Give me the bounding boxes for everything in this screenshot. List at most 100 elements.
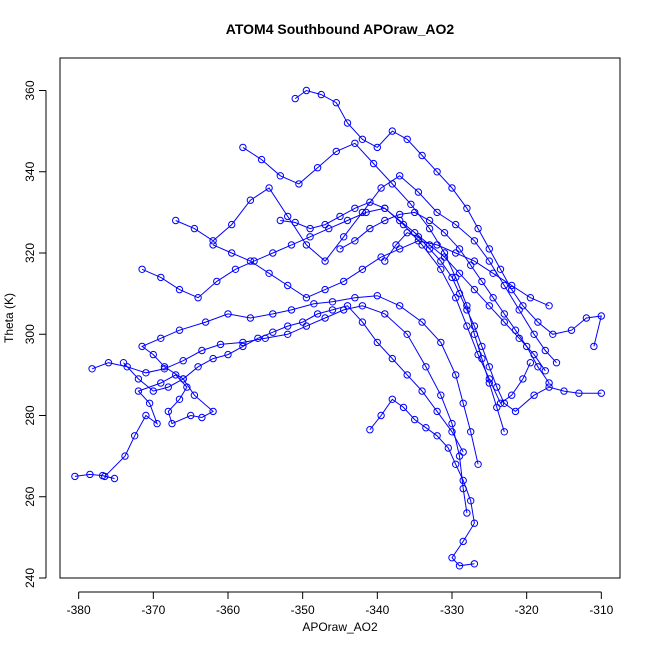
data-point xyxy=(478,342,486,351)
x-tick-label: -360 xyxy=(216,603,240,617)
data-point xyxy=(496,265,505,273)
data-point xyxy=(123,363,131,371)
data-point xyxy=(467,428,475,436)
data-point xyxy=(567,326,576,334)
series-10 xyxy=(209,237,553,310)
data-point xyxy=(306,233,314,241)
data-point xyxy=(358,318,367,326)
data-point xyxy=(377,184,385,192)
data-point xyxy=(343,216,352,225)
data-point xyxy=(336,212,344,221)
data-point xyxy=(403,229,411,237)
data-point xyxy=(351,204,359,213)
data-point xyxy=(440,253,449,261)
data-point xyxy=(459,537,467,546)
data-point xyxy=(470,257,479,265)
data-point xyxy=(328,298,337,306)
data-point xyxy=(455,269,464,277)
data-point xyxy=(358,208,367,217)
data-point xyxy=(101,472,109,481)
data-point xyxy=(321,314,329,322)
data-point xyxy=(246,196,255,204)
series-4 xyxy=(172,172,561,367)
x-tick-label: -330 xyxy=(440,603,464,617)
data-point xyxy=(149,350,158,359)
data-point xyxy=(396,302,404,310)
data-point xyxy=(425,245,434,253)
data-point xyxy=(317,90,325,99)
data-point xyxy=(88,365,96,373)
data-point xyxy=(369,159,378,168)
data-point xyxy=(545,383,553,391)
data-point xyxy=(187,411,195,420)
data-point xyxy=(534,363,542,371)
data-point xyxy=(381,216,389,225)
data-point xyxy=(459,399,467,407)
data-point xyxy=(552,359,561,367)
data-point xyxy=(284,322,292,330)
data-layer xyxy=(71,86,605,570)
data-point xyxy=(228,249,236,257)
data-point xyxy=(138,265,146,273)
data-point xyxy=(440,249,449,257)
data-point xyxy=(201,318,210,326)
series-line xyxy=(141,207,531,405)
data-point xyxy=(276,216,284,225)
data-point xyxy=(437,391,445,399)
data-point xyxy=(463,306,471,314)
series-line xyxy=(91,305,468,514)
data-point xyxy=(433,208,441,217)
data-point xyxy=(467,261,475,269)
data-point xyxy=(399,220,408,229)
data-point xyxy=(448,419,456,428)
data-point xyxy=(414,237,423,245)
data-point xyxy=(246,257,255,265)
data-point xyxy=(411,229,419,237)
data-point xyxy=(284,330,292,338)
data-point xyxy=(134,375,143,383)
series-7 xyxy=(366,395,479,570)
data-point xyxy=(224,310,232,318)
data-point xyxy=(366,224,374,233)
x-tick-label: -340 xyxy=(365,603,389,617)
data-point xyxy=(287,241,296,249)
data-point xyxy=(582,314,591,322)
data-point xyxy=(366,426,374,434)
data-point xyxy=(590,342,598,351)
data-point xyxy=(478,354,486,363)
data-point xyxy=(515,334,523,342)
data-point xyxy=(437,338,445,347)
data-point xyxy=(437,265,445,273)
data-point xyxy=(396,216,404,225)
data-point xyxy=(463,204,471,213)
data-point xyxy=(452,220,460,229)
data-point xyxy=(414,233,423,241)
data-point xyxy=(519,302,527,310)
data-point xyxy=(228,220,236,229)
data-point xyxy=(433,432,441,440)
data-point xyxy=(160,365,169,373)
data-point xyxy=(489,269,497,277)
data-point xyxy=(209,237,217,245)
data-point xyxy=(425,241,434,249)
data-point xyxy=(321,285,329,294)
data-point xyxy=(526,294,535,302)
data-point xyxy=(340,233,348,241)
data-point xyxy=(216,340,225,349)
data-point xyxy=(381,257,389,265)
data-point xyxy=(164,383,173,391)
data-point xyxy=(485,363,493,371)
data-point xyxy=(377,411,385,420)
data-point xyxy=(493,403,501,412)
data-point xyxy=(71,472,79,481)
x-tick-label: -380 xyxy=(67,603,91,617)
series-3 xyxy=(138,204,535,407)
data-point xyxy=(257,155,266,164)
data-point xyxy=(440,229,449,237)
data-point xyxy=(373,143,381,152)
data-point xyxy=(485,257,493,265)
data-point xyxy=(377,253,385,261)
data-point xyxy=(131,432,139,440)
data-point xyxy=(508,391,516,399)
